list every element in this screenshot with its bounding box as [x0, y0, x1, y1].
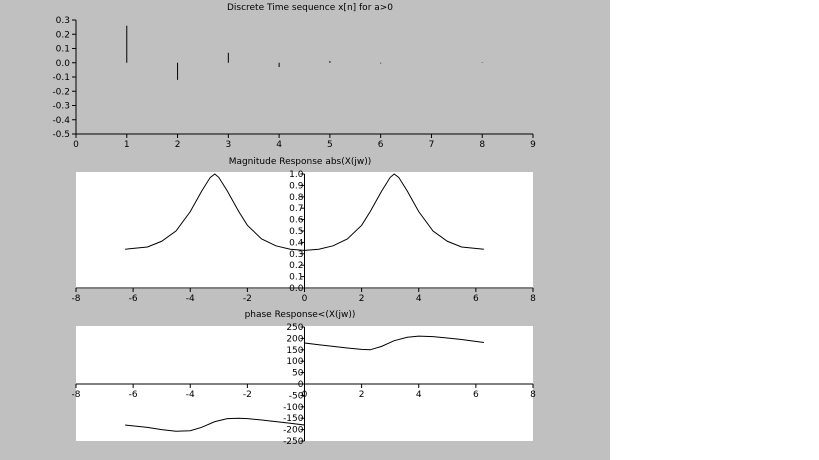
- plot1-x-tick-label: 1: [124, 140, 130, 150]
- p3-y-tick-label: 150: [286, 346, 303, 356]
- plot3-marks: [125, 335, 484, 432]
- plot1-x-tick-label: 4: [276, 140, 282, 150]
- p3-y-tick-label: -100: [283, 403, 304, 413]
- plot3-title: phase Response<(X(jw)): [245, 310, 356, 320]
- p2-x-tick-label: 8: [530, 294, 536, 304]
- p2-x-tick-label: 6: [473, 294, 479, 304]
- plot1-y-tick-label: -0.1: [52, 73, 70, 83]
- p3-y-tick-label: -250: [283, 437, 304, 447]
- plot1-x-tick-label: 9: [530, 140, 536, 150]
- p3-y-tick-label: 200: [286, 334, 303, 344]
- p2-x-tick-label: -4: [186, 294, 195, 304]
- plot1-x-tick-label: 5: [327, 140, 333, 150]
- plot2-marks: [125, 173, 484, 251]
- p2-series-line: [125, 173, 484, 251]
- p3-x-tick-label: 2: [359, 390, 365, 400]
- p2-y-tick-label: 0.0: [289, 284, 304, 294]
- p2-y-tick-label: 1.0: [289, 170, 304, 180]
- p3-y-tick-label: -150: [283, 414, 304, 424]
- plot1-x-tick-label: 2: [175, 140, 181, 150]
- p2-y-tick-label: 0.4: [289, 238, 304, 248]
- p2-y-tick-label: 0.2: [289, 261, 303, 271]
- p3-x-tick-label: -4: [186, 390, 195, 400]
- p2-y-tick-label: 0.5: [289, 227, 303, 237]
- p2-x-tick-label: 2: [359, 294, 365, 304]
- plot1-y-tick-label: 0.3: [56, 16, 70, 26]
- p2-y-tick-label: 0.1: [289, 273, 303, 283]
- plot1-x-tick-label: 6: [378, 140, 384, 150]
- p2-x-tick-label: 0: [302, 294, 308, 304]
- plot-phase-response: phase Response<(X(jw)) -8 -6 -4 -2 0 2 4 6 8 2502…: [72, 310, 537, 447]
- plot2-axes: -8 -6 -4 -2 0 2 4 6 8 1.00.9 0.80.7 0.60.50.4 0.30.2…: [72, 170, 537, 304]
- plot1-y-tick-label: -0.5: [52, 130, 70, 140]
- plot1-y-tick-label: 0.0: [56, 59, 71, 69]
- plot1-y-tick-label: -0.4: [52, 116, 70, 126]
- p2-x-tick-label: -2: [243, 294, 252, 304]
- plot-time-sequence: Discrete Time sequence x[n] for a>0 0 1 2 3…: [52, 3, 536, 150]
- p2-x-tick-label: -8: [72, 294, 81, 304]
- p3-x-tick-label: -2: [243, 390, 252, 400]
- p3-y-tick-label: -200: [283, 426, 304, 436]
- p2-x-tick-label: 4: [416, 294, 422, 304]
- p2-y-tick-label: 0.7: [289, 204, 303, 214]
- plot1-x-tick-label: 0: [73, 140, 79, 150]
- p2-y-tick-label: 0.8: [289, 193, 304, 203]
- p2-y-tick-label: 0.9: [289, 181, 304, 191]
- plot1-y-tick-label: -0.2: [52, 87, 70, 97]
- p3-x-tick-label: 6: [473, 390, 479, 400]
- p3-x-tick-label: -8: [72, 390, 81, 400]
- plot1-marks: [126, 25, 483, 80]
- plot1-y-tick-label: -0.3: [52, 102, 70, 112]
- plot1-axes: 0 1 2 3 4 5 6 7 8 9 0.3 0.2 0.1 0.0 -0.1 -0.2 -0.3 -0.4 -0…: [52, 16, 536, 150]
- plot-magnitude-response: Magnitude Response abs(X(jw)) -8 -6 -4 -2 0 2…: [72, 157, 537, 304]
- p3-y-tick-label: 0: [298, 380, 304, 390]
- plot1-x-tick-label: 7: [429, 140, 435, 150]
- p2-y-tick-label: 0.6: [289, 216, 304, 226]
- plot1-y-tick-label: 0.1: [56, 45, 70, 55]
- p3-series-line: [125, 335, 484, 432]
- p3-y-tick-label: 250: [286, 323, 303, 333]
- p3-x-tick-label: 4: [416, 390, 422, 400]
- plot2-title: Magnitude Response abs(X(jw)): [229, 157, 372, 167]
- plot1-x-tick-label: 8: [479, 140, 485, 150]
- p3-x-tick-label: -6: [129, 390, 138, 400]
- p2-y-tick-label: 0.3: [289, 250, 303, 260]
- p3-y-tick-label: -50: [289, 391, 304, 401]
- p3-x-tick-label: 8: [530, 390, 536, 400]
- p3-y-tick-label: 100: [286, 357, 303, 367]
- p3-y-tick-label: 50: [292, 369, 304, 379]
- figure-canvas: Discrete Time sequence x[n] for a>0 0 1 2 3…: [52, 3, 537, 447]
- plot1-title: Discrete Time sequence x[n] for a>0: [227, 3, 393, 13]
- figure-window: Discrete Time sequence x[n] for a>0 0 1 2 3…: [0, 0, 610, 460]
- plot1-x-tick-label: 3: [225, 140, 231, 150]
- p2-x-tick-label: -6: [129, 294, 138, 304]
- plot1-y-tick-label: 0.2: [56, 30, 70, 40]
